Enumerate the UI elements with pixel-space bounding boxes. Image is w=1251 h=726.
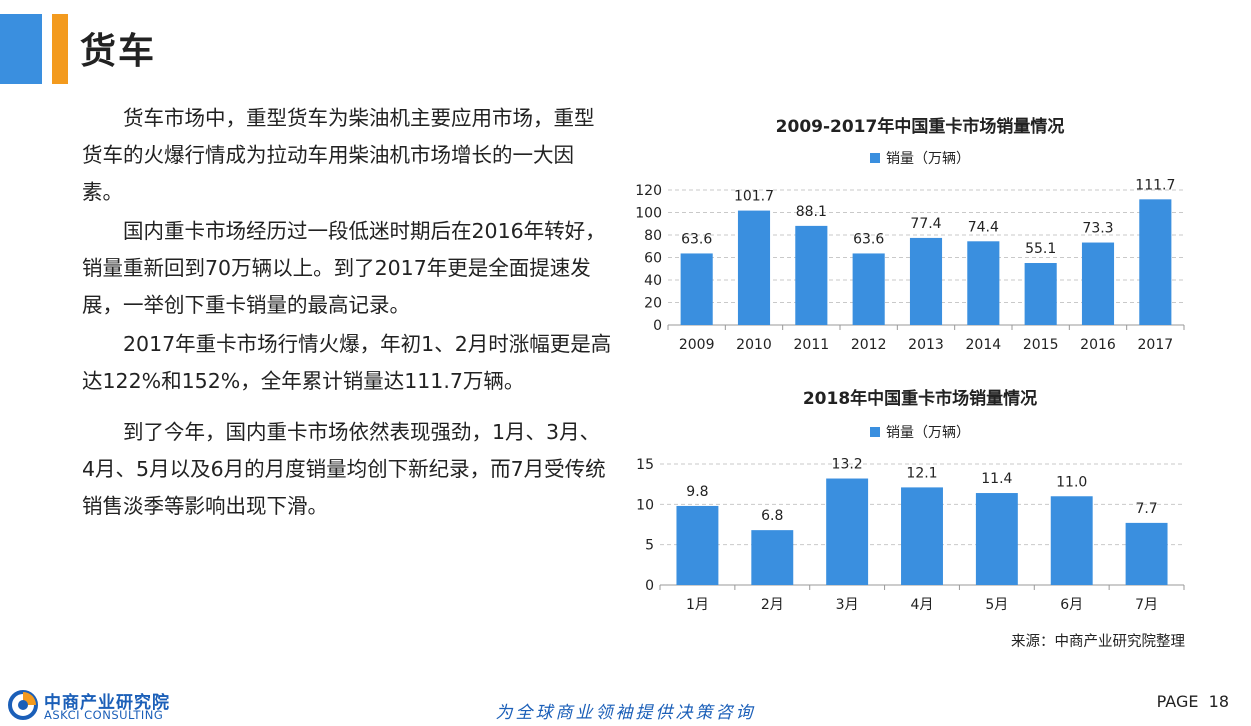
data-label: 11.4 [981,471,1012,487]
x-tick-label: 2014 [966,337,1002,353]
y-tick-label: 0 [645,578,654,594]
bar [1125,522,1168,585]
y-tick-label: 10 [636,497,654,513]
data-label: 63.6 [853,231,884,247]
chart-title: 2018年中国重卡市场销量情况 [802,389,1038,409]
legend-label: 销量（万辆） [886,151,970,167]
logo-name-en: ASKCI CONSULTING [44,708,164,722]
page-label: PAGE [1156,692,1199,711]
y-tick-label: 40 [644,273,662,289]
x-tick-label: 1月 [686,597,709,613]
data-label: 63.6 [681,231,712,247]
bar [909,237,943,325]
y-tick-label: 20 [644,296,662,312]
chart-annual-sales: 2009-2017年中国重卡市场销量情况 销量（万辆） 0 20 40 60 80 100… [620,100,1220,370]
bar [737,210,771,325]
page-title: 货车 [80,31,157,72]
source-note: 来源：中商产业研究院整理 [1011,634,1185,650]
data-label: 55.1 [1025,241,1056,257]
bar [1081,242,1115,325]
data-label: 88.1 [796,204,827,220]
chart-title: 2009-2017年中国重卡市场销量情况 [775,117,1065,137]
data-label: 11.0 [1056,474,1087,490]
legend-label: 销量（万辆） [886,425,970,441]
bar [901,487,943,585]
bar [676,505,719,585]
bar [1139,199,1172,325]
data-label: 9.8 [686,484,708,500]
bar [751,530,794,585]
data-label: 6.8 [761,508,783,524]
footer-slogan: 为全球商业领袖提供决策咨询 [495,703,756,723]
bar [967,241,1000,325]
bar [852,253,885,325]
logo-name-cn: 中商产业研究院 [44,693,170,713]
x-tick-label: 2月 [761,597,784,613]
x-tick-label: 2016 [1080,337,1116,353]
bar [1024,263,1057,325]
y-tick-label: 5 [645,538,654,554]
page-value: 18 [1208,692,1229,711]
x-tick-label: 4月 [911,597,934,613]
logo-icon [8,690,38,720]
x-tick-label: 2015 [1023,337,1059,353]
header-accent-blue [0,14,42,84]
x-tick-label: 2013 [908,337,944,353]
paragraph-3: 2017年重卡市场行情火爆，年初1、2月时涨幅更是高达122%和152%，全年累… [82,332,612,393]
data-label: 7.7 [1135,501,1157,517]
y-tick-label: 15 [636,457,654,473]
x-tick-label: 3月 [836,597,859,613]
data-label: 73.3 [1082,221,1113,237]
data-label: 13.2 [832,457,863,473]
data-label: 12.1 [906,465,937,481]
x-tick-label: 2010 [736,337,772,353]
bar [680,253,713,325]
x-tick-label: 2012 [851,337,887,353]
y-tick-label: 120 [635,183,662,199]
y-tick-label: 80 [644,228,662,244]
bar [975,493,1018,585]
x-tick-label: 2009 [679,337,715,353]
data-label: 74.4 [968,219,999,235]
chart-monthly-sales: 2018年中国重卡市场销量情况 销量（万辆） 0 5 10 15 9.8 1月 6.8 2月 1… [620,378,1220,618]
company-logo: 中商产业研究院 ASKCI CONSULTING [8,686,178,726]
bar [826,478,869,585]
chart-plot: 0 20 40 60 80 100 120 63.6 2009 101.7 2010 88.1 2011… [635,177,1185,353]
chart-plot: 0 5 10 15 9.8 1月 6.8 2月 13.2 3月 12.1 4月 11.4 5月 11.0 6月… [636,457,1185,613]
data-label: 101.7 [734,189,774,205]
y-tick-label: 60 [644,251,662,267]
data-label: 77.4 [910,216,941,232]
chart-legend: 销量（万辆） [620,422,1220,442]
y-tick-label: 100 [635,206,662,222]
paragraph-4: 到了今年，国内重卡市场依然表现强劲，1月、3月、4月、5月以及6月的月度销量均创… [82,420,606,518]
y-tick-label: 0 [653,318,662,334]
chart-legend: 销量（万辆） [620,148,1220,168]
body-text: 货车市场中，重型货车为柴油机主要应用市场，重型货车的火爆行情成为拉动车用柴油机市… [82,100,612,525]
paragraph-2: 国内重卡市场经历过一段低迷时期后在2016年转好，销量重新回到70万辆以上。到了… [82,219,606,317]
page-number: PAGE 18 [1157,692,1229,711]
legend-swatch [870,153,880,163]
data-label: 111.7 [1135,177,1175,193]
bar [1050,496,1093,585]
paragraph-1: 货车市场中，重型货车为柴油机主要应用市场，重型货车的火爆行情成为拉动车用柴油机市… [82,106,595,204]
x-tick-label: 5月 [985,597,1008,613]
x-tick-label: 6月 [1060,597,1083,613]
x-tick-label: 7月 [1135,597,1158,613]
x-tick-label: 2017 [1138,337,1174,353]
legend-swatch [870,427,880,437]
header-accent-orange [52,14,68,84]
bar [795,225,828,325]
x-tick-label: 2011 [794,337,830,353]
